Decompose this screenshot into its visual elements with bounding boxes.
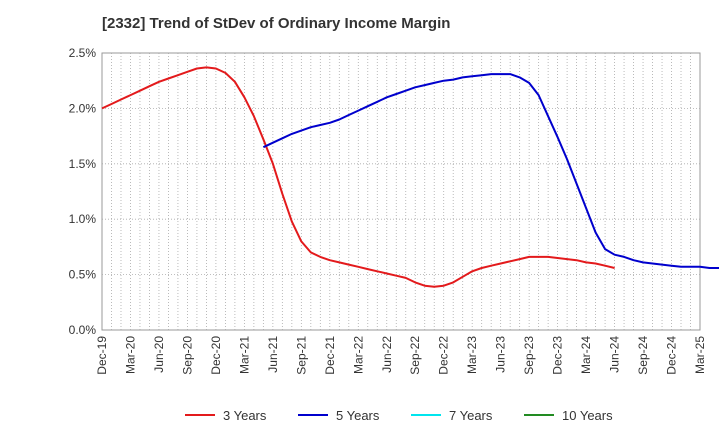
x-tick-label: Mar-24 [579,336,593,374]
x-tick-label: Dec-24 [665,336,679,375]
y-tick-label: 0.5% [69,268,97,282]
x-tick-label: Dec-20 [209,336,223,375]
x-tick-label: Jun-21 [266,336,280,373]
legend-label: 5 Years [336,408,380,423]
grid-layer [101,52,701,331]
series-line [101,66,615,288]
x-tick-label: Jun-23 [494,336,508,373]
x-tick-label: Mar-23 [465,336,479,374]
x-tick-label: Jun-22 [380,336,394,373]
legend-label: 7 Years [449,408,493,423]
legend-label: 10 Years [562,408,613,423]
x-tick-label: Dec-23 [551,336,565,375]
legend-layer: 3 Years 5 Years 7 Years 10 Years [185,408,613,423]
legend-label: 3 Years [223,408,267,423]
x-tick-label: Mar-22 [351,336,365,374]
y-tick-label: 2.5% [69,46,97,60]
x-tick-label: Dec-21 [323,336,337,375]
plot-border [101,52,701,331]
x-tick-label: Sep-20 [180,336,194,375]
x-tick-label: Dec-22 [437,336,451,375]
x-tick-label: Sep-23 [522,336,536,375]
x-tick-label: Mar-25 [693,336,707,374]
x-tick-label: Jun-20 [152,336,166,373]
y-tick-label: 1.5% [69,157,97,171]
x-tick-label: Sep-21 [294,336,308,375]
axis-layer: 0.0% 0.5% 1.0% 1.5% 2.0% 2.5% Dec-19 Mar-20 Jun-… [69,46,707,375]
x-tick-label: Dec-19 [95,336,109,375]
x-tick-label: Jun-24 [608,336,622,373]
x-tick-label: Sep-24 [636,336,650,375]
x-tick-label: Mar-21 [237,336,251,374]
y-tick-label: 0.0% [69,323,97,337]
y-tick-label: 2.0% [69,101,97,115]
y-tick-label: 1.0% [69,212,97,226]
series-line [262,73,719,269]
x-tick-label: Mar-20 [123,336,137,374]
series-layer [101,66,719,288]
chart-title: [2332] Trend of StDev of Ordinary Income… [102,15,451,32]
x-tick-label: Sep-22 [408,336,422,375]
